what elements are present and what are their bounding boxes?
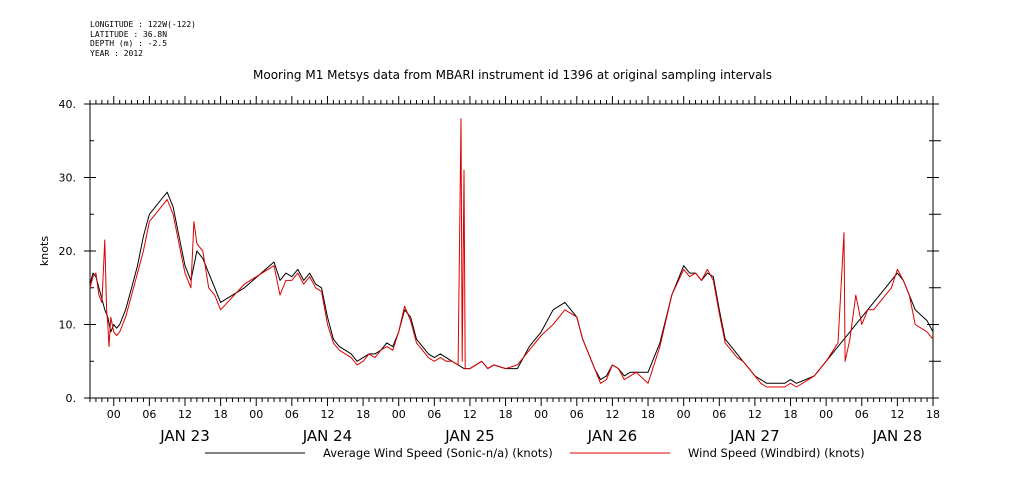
x-hour-label: 18 (641, 408, 655, 421)
y-tick-label: 20. (59, 245, 77, 258)
x-day-label: JAN 25 (444, 427, 495, 445)
latitude-text: LATITUDE : 36.8N (90, 29, 168, 39)
x-hour-label: 00 (249, 408, 263, 421)
x-hour-label: 06 (855, 408, 869, 421)
x-hour-label: 00 (107, 408, 121, 421)
x-axis: 00 06 12 18 00 06 12 18 00 06 12 18 00 06 12 18 00 06 12 18… (89, 96, 940, 445)
series-layer (89, 118, 934, 388)
x-hour-label: 12 (178, 408, 192, 421)
x-hour-label: 18 (356, 408, 370, 421)
x-day-label: JAN 27 (729, 427, 780, 445)
x-hour-label: 18 (784, 408, 798, 421)
x-hour-label: 06 (142, 408, 156, 421)
x-hour-label: 00 (392, 408, 406, 421)
series-average-wind-speed (89, 191, 934, 384)
legend-label-windbird: Wind Speed (Windbird) (knots) (688, 446, 865, 460)
legend: Average Wind Speed (Sonic-n/a) (knots) W… (205, 446, 865, 460)
x-hour-label: 00 (534, 408, 548, 421)
x-hour-label: 06 (712, 408, 726, 421)
y-axis: 0. 10. 20. 30. 40. (59, 98, 941, 405)
x-hour-label: 12 (320, 408, 334, 421)
x-hour-label: 18 (926, 408, 940, 421)
x-hour-label: 18 (214, 408, 228, 421)
y-tick-label: 0. (66, 392, 77, 405)
year-text: YEAR : 2012 (90, 48, 143, 58)
x-hour-label: 12 (605, 408, 619, 421)
x-day-label: JAN 24 (302, 427, 353, 445)
y-tick-label: 30. (59, 172, 77, 185)
x-hour-label: 00 (677, 408, 691, 421)
x-hour-label: 00 (819, 408, 833, 421)
x-hour-label: 06 (427, 408, 441, 421)
depth-text: DEPTH (m) : -2.5 (90, 39, 168, 48)
x-day-label: JAN 28 (872, 427, 923, 445)
longitude-text: LONGITUDE : 122W(-122) (90, 20, 196, 29)
x-hour-label: 06 (570, 408, 584, 421)
x-hour-label: 12 (463, 408, 477, 421)
legend-label-average: Average Wind Speed (Sonic-n/a) (knots) (323, 446, 553, 460)
chart-title: Mooring M1 Metsys data from MBARI instru… (253, 68, 772, 82)
y-tick-label: 10. (59, 319, 77, 332)
plot-frame (89, 103, 934, 399)
x-hour-label: 12 (748, 408, 762, 421)
y-tick-label: 40. (59, 98, 77, 111)
series-windbird-wind-speed (89, 118, 934, 388)
x-hour-label: 12 (890, 408, 904, 421)
x-hour-label: 06 (285, 408, 299, 421)
y-axis-label: knots (38, 236, 51, 266)
metadata-block: LONGITUDE : 122W(-122) LATITUDE : 36.8N … (90, 20, 196, 58)
x-hour-label: 18 (499, 408, 513, 421)
x-day-label: JAN 26 (587, 427, 638, 445)
x-day-label: JAN 23 (159, 427, 210, 445)
